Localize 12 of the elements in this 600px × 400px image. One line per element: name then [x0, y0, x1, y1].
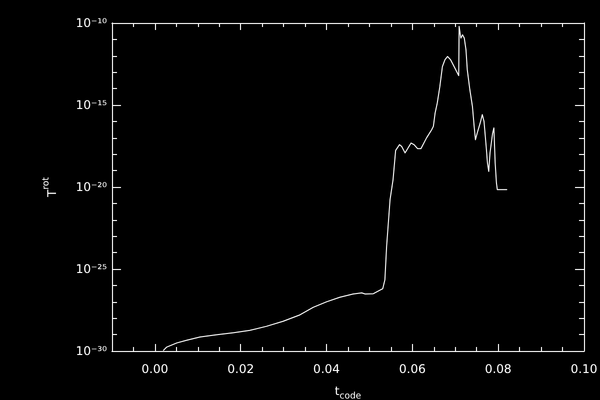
x-tick-label: 0.06 — [399, 362, 426, 376]
y-tick-label: 10⁻¹⁰ — [76, 16, 108, 30]
x-tick-label: 0.02 — [227, 362, 254, 376]
x-tick-label: 0.04 — [313, 362, 340, 376]
y-tick-label: 10⁻²⁵ — [76, 262, 108, 276]
x-tick-label: 0.08 — [484, 362, 512, 376]
y-tick-label: 10⁻¹⁵ — [76, 98, 108, 112]
y-axis-title: Trot — [42, 176, 59, 198]
x-tick-label: 0.10 — [570, 362, 598, 376]
y-tick-label: 10⁻²⁰ — [76, 180, 108, 194]
y-tick-label: 10⁻³⁰ — [76, 344, 108, 358]
x-tick-label: 0.00 — [142, 362, 168, 376]
